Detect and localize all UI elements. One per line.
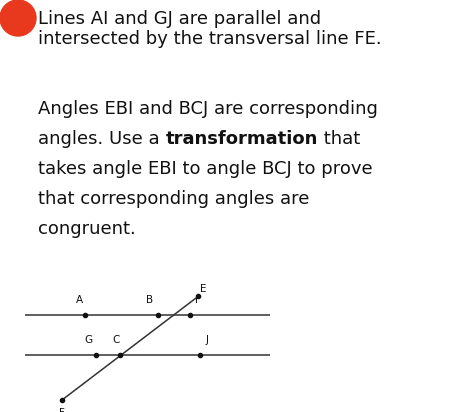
Text: C: C bbox=[112, 335, 120, 345]
Text: I: I bbox=[195, 295, 199, 305]
Circle shape bbox=[0, 0, 36, 36]
Text: G: G bbox=[84, 335, 92, 345]
Text: Angles EBI and BCJ are corresponding: Angles EBI and BCJ are corresponding bbox=[38, 100, 378, 118]
Text: congruent.: congruent. bbox=[38, 220, 136, 238]
Text: Lines AI and GJ are parallel and: Lines AI and GJ are parallel and bbox=[38, 10, 321, 28]
Text: takes angle EBI to angle BCJ to prove: takes angle EBI to angle BCJ to prove bbox=[38, 160, 373, 178]
Text: angles. Use a: angles. Use a bbox=[38, 130, 165, 148]
Text: transformation: transformation bbox=[165, 130, 318, 148]
Text: that corresponding angles are: that corresponding angles are bbox=[38, 190, 310, 208]
Text: F: F bbox=[59, 408, 65, 412]
Text: J: J bbox=[206, 335, 209, 345]
Text: A: A bbox=[75, 295, 82, 305]
Text: intersected by the transversal line FE.: intersected by the transversal line FE. bbox=[38, 30, 382, 48]
Text: B: B bbox=[146, 295, 154, 305]
Text: that: that bbox=[318, 130, 360, 148]
Text: E: E bbox=[200, 284, 206, 294]
